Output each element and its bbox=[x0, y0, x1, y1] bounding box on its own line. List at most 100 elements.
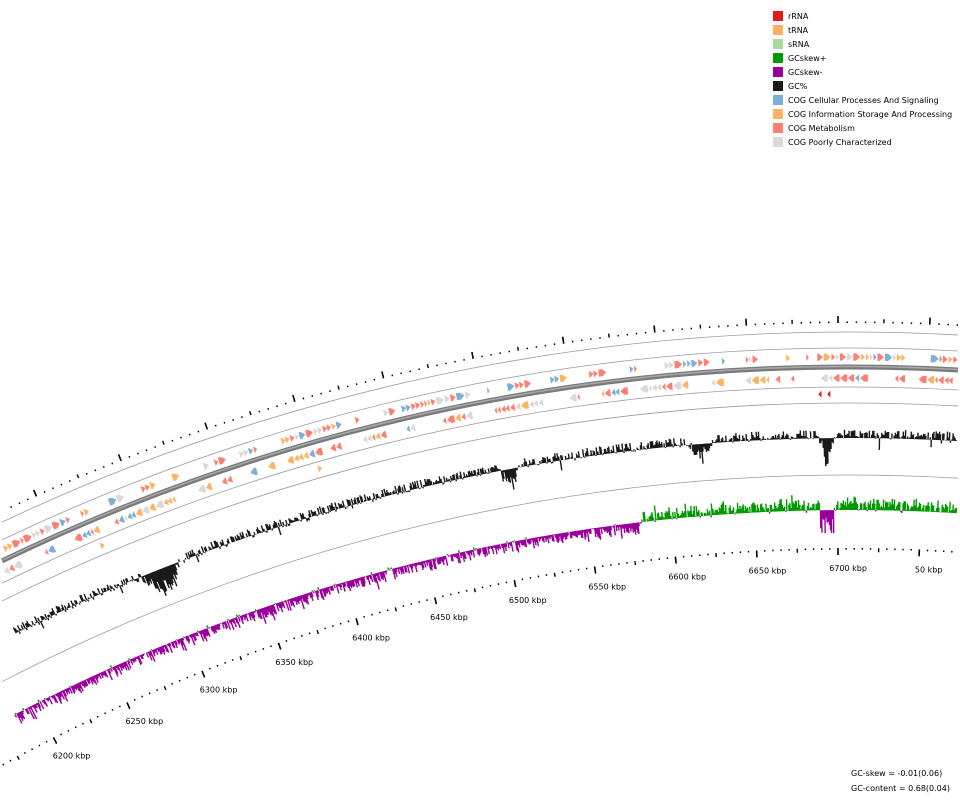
reverse-gene bbox=[442, 416, 447, 425]
reverse-gene bbox=[828, 374, 833, 382]
reverse-gene bbox=[466, 411, 474, 420]
backbone-highlight bbox=[1, 365, 959, 562]
legend-swatch bbox=[773, 95, 783, 105]
legend-item: COG Information Storage And Processing bbox=[773, 107, 952, 121]
reverse-gene bbox=[604, 389, 611, 397]
rrna-feature bbox=[818, 390, 822, 398]
reverse-gene bbox=[715, 378, 725, 386]
backbone-arc bbox=[0, 364, 959, 564]
scale-tick-label: 6250 kbp bbox=[125, 717, 163, 726]
forward-gene bbox=[294, 433, 299, 441]
trna-feature bbox=[99, 542, 105, 550]
forward-gene bbox=[893, 353, 897, 362]
reverse-gene bbox=[501, 405, 506, 413]
scale-tick bbox=[355, 618, 359, 626]
reverse-gene bbox=[652, 384, 657, 392]
outer-tick bbox=[214, 424, 217, 427]
gc-skew-plot bbox=[14, 495, 958, 724]
forward-gene bbox=[382, 409, 389, 417]
scale-tick-label: 6450 kbp bbox=[430, 613, 468, 622]
scale-tick bbox=[89, 719, 93, 724]
forward-gene bbox=[252, 446, 258, 454]
scale-tick bbox=[82, 722, 84, 725]
reverse-gene bbox=[648, 384, 652, 392]
scale-tick-label: 6550 kbp bbox=[588, 582, 626, 591]
forward-gene bbox=[745, 356, 749, 364]
forward-gene bbox=[83, 509, 89, 516]
reverse-gene bbox=[309, 449, 316, 458]
legend-label: COG Poorly Characterized bbox=[788, 137, 892, 147]
outer-tick bbox=[60, 483, 63, 486]
reverse-gene bbox=[521, 401, 530, 409]
forward-gene bbox=[388, 407, 396, 416]
forward-gene bbox=[691, 359, 698, 368]
forward-gene bbox=[444, 395, 450, 403]
forward-gene bbox=[326, 424, 332, 432]
reverse-gene bbox=[250, 467, 259, 476]
scale-tick bbox=[52, 737, 58, 744]
scale-tick bbox=[239, 656, 243, 661]
forward-gene bbox=[202, 462, 209, 470]
forward-gene bbox=[948, 355, 953, 364]
reverse-gene bbox=[131, 511, 137, 518]
outer-tick bbox=[197, 430, 200, 433]
outer-tick bbox=[561, 336, 565, 344]
scale-tick-label: 50 kbp bbox=[915, 565, 943, 574]
reverse-gene bbox=[775, 375, 781, 383]
forward-gene bbox=[213, 459, 219, 467]
gc-content-plot bbox=[12, 429, 957, 634]
forward-gene bbox=[633, 365, 637, 373]
reverse-gene bbox=[790, 375, 795, 383]
scale-tick-label: 6300 kbp bbox=[200, 686, 238, 695]
reverse-gene bbox=[172, 495, 177, 503]
reverse-gene bbox=[372, 433, 376, 441]
reverse-gene bbox=[461, 412, 467, 421]
scale-tick-label: 6350 kbp bbox=[275, 658, 313, 667]
scale-tick bbox=[118, 705, 121, 708]
forward-gene bbox=[939, 355, 943, 363]
forward-gene bbox=[423, 400, 427, 408]
forward-gene bbox=[930, 355, 939, 363]
legend-swatch bbox=[773, 109, 783, 119]
reverse-gene bbox=[406, 425, 411, 433]
reverse-gene bbox=[206, 482, 213, 490]
reverse-gene bbox=[114, 518, 120, 525]
scale-tick bbox=[60, 733, 63, 736]
scale-tick bbox=[208, 667, 211, 670]
forward-gene bbox=[242, 449, 249, 457]
forward-gene bbox=[144, 484, 150, 492]
reverse-gene bbox=[938, 376, 944, 384]
reverse-gene bbox=[155, 500, 165, 509]
reverse-gene bbox=[375, 432, 381, 440]
scale-tick bbox=[163, 685, 167, 691]
forward-gene bbox=[464, 391, 471, 399]
reverse-gene bbox=[766, 376, 770, 384]
reverse-gene bbox=[124, 514, 129, 522]
trna-feature bbox=[317, 465, 322, 473]
genome-backbone bbox=[0, 364, 959, 564]
legend-swatch bbox=[773, 39, 783, 49]
reverse-gene bbox=[577, 393, 581, 401]
legend-swatch bbox=[773, 123, 783, 133]
legend-item: rRNA bbox=[773, 9, 952, 23]
gc-skew-stat: GC-skew = -0.01(0.06) bbox=[851, 769, 943, 778]
forward-gene bbox=[817, 353, 823, 361]
forward-gene bbox=[312, 428, 318, 436]
outer-tick bbox=[128, 455, 131, 458]
reverse-gene bbox=[222, 477, 228, 485]
scale-tick bbox=[316, 629, 320, 635]
reverse-gene bbox=[859, 374, 868, 382]
track-borders bbox=[1, 331, 959, 683]
reverse-gene bbox=[86, 529, 92, 537]
forward-gene bbox=[853, 353, 861, 361]
scale-tick bbox=[262, 647, 265, 650]
outer-tick bbox=[32, 489, 38, 497]
gc-skew-positive-trace bbox=[14, 495, 958, 715]
legend-item: GCskew+ bbox=[773, 51, 952, 65]
reverse-gene bbox=[163, 498, 170, 506]
reverse-gene bbox=[820, 374, 828, 382]
scale-tick bbox=[186, 676, 189, 679]
rna-track bbox=[99, 390, 831, 550]
outer-tick bbox=[94, 469, 97, 472]
scale-tick bbox=[74, 726, 77, 729]
